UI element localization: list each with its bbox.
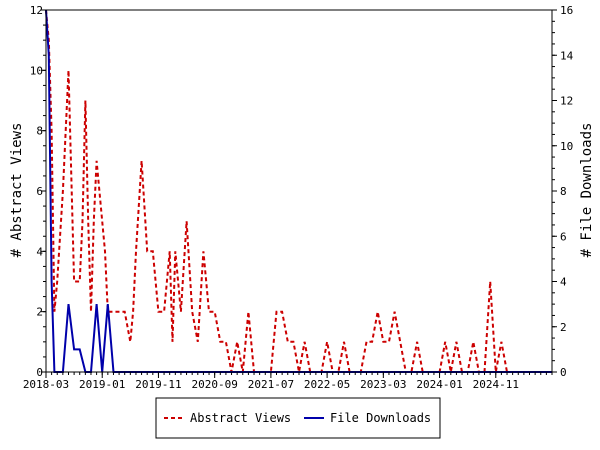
x-tick-label: 2019-11: [135, 378, 181, 391]
y-tick-label: 8: [36, 125, 43, 138]
y2-tick-label: 8: [560, 185, 567, 198]
series-line-file-downloads: [45, 9, 552, 373]
legend: Abstract Views File Downloads: [155, 397, 441, 439]
series-line-abstract-views: [45, 9, 552, 373]
x-tick-label: 2023-03: [360, 378, 406, 391]
y-tick-label: 6: [36, 185, 43, 198]
y-tick-label: 12: [30, 4, 43, 17]
x-tick-label: 2018-03: [23, 378, 69, 391]
y2-tick-label: 14: [560, 49, 574, 62]
y2-tick-label: 4: [560, 276, 567, 289]
legend-label-file-downloads: File Downloads: [330, 411, 431, 425]
y2-tick-label: 0: [560, 366, 567, 379]
legend-label-abstract-views: Abstract Views: [190, 411, 291, 425]
x-tick-label: 2024-11: [473, 378, 519, 391]
x-tick-label: 2021-07: [248, 378, 294, 391]
y2-tick-label: 12: [560, 95, 573, 108]
y-tick-label: 2: [36, 306, 43, 319]
x-tick-label: 2020-09: [191, 378, 237, 391]
y2-tick-label: 2: [560, 321, 567, 334]
y-axis-title: # Abstract Views: [9, 123, 25, 258]
y-tick-label: 10: [30, 64, 43, 77]
series-layer: [45, 9, 552, 373]
x-tick-label: 2022-05: [304, 378, 350, 391]
y2-tick-label: 6: [560, 230, 567, 243]
y-tick-label: 4: [36, 245, 43, 258]
y-tick-label: 0: [36, 366, 43, 379]
y2-tick-label: 10: [560, 140, 573, 153]
x-tick-label: 2019-01: [79, 378, 125, 391]
x-tick-label: 2024-01: [416, 378, 462, 391]
axes-layer: 2018-03 2019-01 2019-11 2020-09 2021-07 2022-…: [23, 4, 574, 391]
legend-box: [155, 397, 441, 439]
y2-axis-title: # File Downloads: [579, 123, 595, 258]
plot-frame: [45, 9, 553, 373]
y2-tick-label: 16: [560, 4, 573, 17]
